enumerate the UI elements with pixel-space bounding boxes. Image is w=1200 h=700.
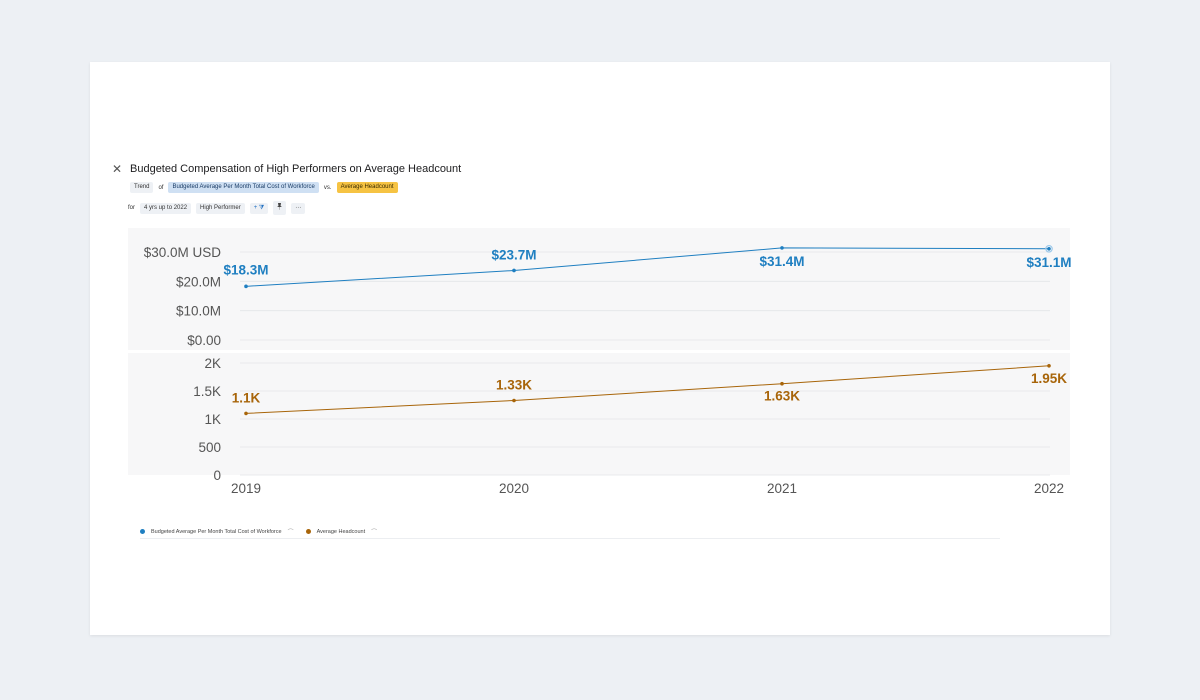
data-label: $31.1M [1026,255,1071,270]
pin-icon[interactable] [273,201,287,215]
data-point[interactable] [244,411,248,416]
filter-row: for 4 yrs up to 2022 High Performer + ⧩ … [128,201,306,215]
chart-title: Budgeted Compensation of High Performers… [130,163,462,175]
data-label: $18.3M [223,262,268,277]
data-point[interactable] [780,246,784,250]
data-point[interactable] [244,284,248,289]
x-tick-label: 2022 [1034,481,1064,496]
y-tick-label: 500 [198,440,221,455]
vs-label: vs. [323,184,332,191]
metric-2-chip[interactable]: Average Headcount [336,182,398,193]
data-label: 1.33K [496,378,532,393]
panel-2-background [128,353,1070,475]
y-tick-label: 1.5K [193,384,221,399]
x-tick-label: 2020 [499,481,529,496]
series-line [245,247,1050,287]
more-options-icon[interactable]: ··· [291,202,306,214]
data-label: 1.1K [232,390,261,405]
trend-chip[interactable]: Trend [130,182,154,193]
data-point[interactable] [1047,246,1051,251]
y-tick-label: $10.0M [176,304,221,319]
add-filter-icon[interactable]: + ⧩ [249,202,269,214]
data-point[interactable] [512,398,516,403]
data-label: 1.95K [1031,371,1067,386]
y-tick-label: $20.0M [176,274,221,289]
y-tick-label: 0 [213,468,221,483]
query-row: Trend of Budgeted Average Per Month Tota… [130,182,398,193]
of-label: of [158,184,164,191]
period-chip[interactable]: 4 yrs up to 2022 [140,202,192,214]
data-point[interactable] [1047,364,1051,368]
legend-config-icon-1[interactable]: ⌒ [287,530,294,536]
y-tick-label: 2K [204,356,221,371]
legend-divider [140,538,1000,539]
filter-chip[interactable]: High Performer [196,202,245,214]
data-label: 1.63K [764,389,800,404]
legend-dot-series-1 [140,529,145,534]
legend-dot-series-2 [305,529,311,534]
pin-glyph-icon [277,203,283,210]
data-label: $31.4M [759,254,804,269]
legend-item-series-2[interactable]: Average Headcount [316,528,366,535]
hover-point-ring [1045,244,1053,253]
data-label: $23.7M [491,247,536,262]
legend-item-series-1[interactable]: Budgeted Average Per Month Total Cost of… [151,528,282,535]
metric-1-chip[interactable]: Budgeted Average Per Month Total Cost of… [168,182,319,193]
series-line [245,365,1050,414]
legend-config-icon-2[interactable]: ⌒ [371,530,378,536]
chart-legend: Budgeted Average Per Month Total Cost of… [140,527,377,536]
y-tick-label: 1K [204,412,221,427]
close-icon[interactable]: ✕ [112,162,123,176]
data-point[interactable] [780,381,784,386]
y-tick-label: $30.0M USD [144,245,222,260]
data-point[interactable] [512,268,516,273]
x-tick-label: 2019 [231,481,261,496]
title-row: ✕ Budgeted Compensation of High Performe… [112,163,461,175]
y-tick-label: $0.00 [187,333,221,348]
panel-1-background [128,228,1070,350]
for-label: for [128,205,136,211]
x-tick-label: 2021 [767,481,797,496]
